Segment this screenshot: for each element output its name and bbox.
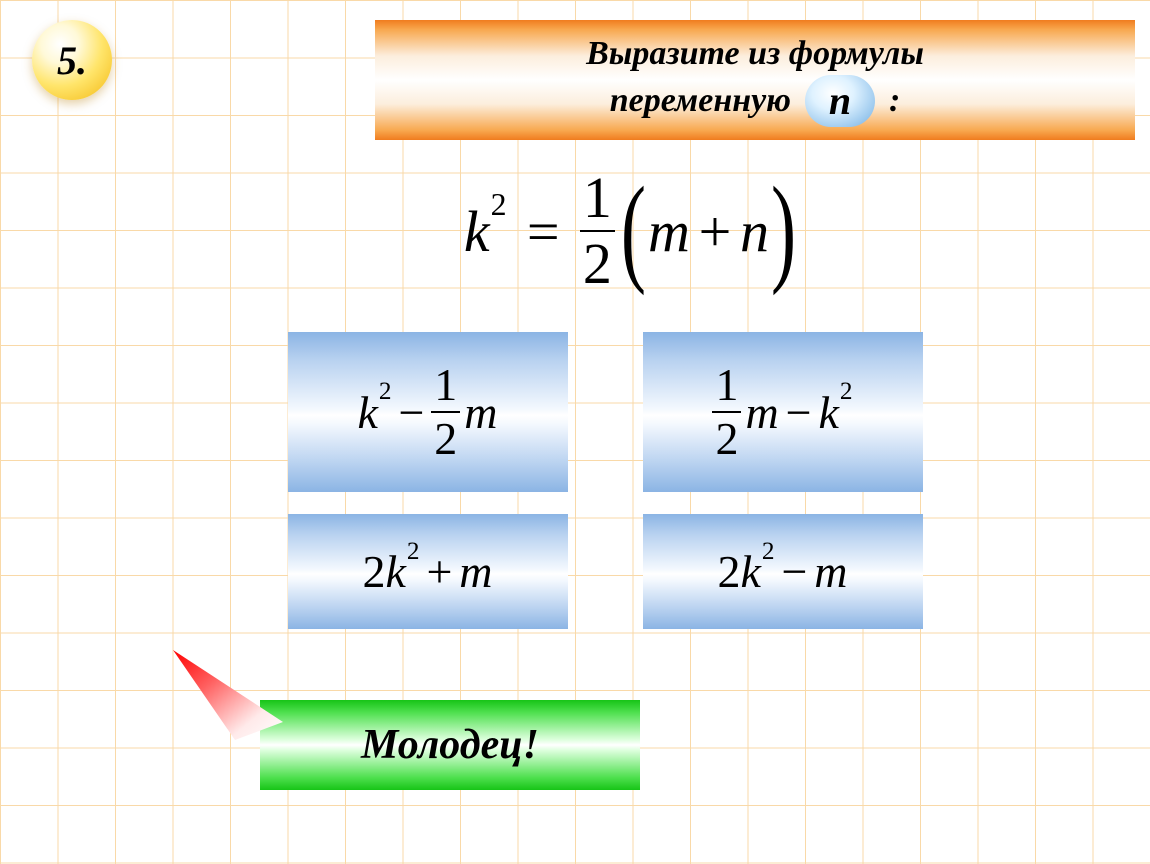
formula-frac-num: 1	[580, 169, 615, 227]
equals-sign: =	[507, 198, 580, 265]
formula-k-exp: 2	[491, 187, 507, 223]
formula-n: n	[740, 198, 769, 265]
left-paren: (	[621, 162, 646, 300]
a2-frac: 1 2	[712, 362, 741, 462]
formula-frac-den: 2	[580, 235, 615, 293]
a3-m: m	[459, 545, 492, 598]
a1-k-exp: 2	[379, 377, 392, 406]
a1-frac-num: 1	[431, 362, 460, 408]
formula-fraction: 1 2	[580, 169, 615, 293]
formula-m: m	[648, 198, 690, 265]
question-number: 5.	[57, 37, 87, 84]
a2-k: k	[818, 386, 838, 439]
answer-option-3[interactable]: 2 k 2 + m	[288, 514, 568, 629]
prompt-line1: Выразите из формулы	[586, 33, 924, 76]
a2-m: m	[745, 386, 778, 439]
a4-k-exp: 2	[762, 537, 775, 566]
a3-k: k	[385, 545, 405, 598]
a4-two: 2	[717, 545, 740, 598]
a2-k-exp: 2	[840, 377, 853, 406]
variable-pill: n	[805, 75, 875, 127]
a2-frac-num: 1	[712, 362, 741, 408]
answer-option-1[interactable]: k 2 − 1 2 m	[288, 332, 568, 492]
a1-m: m	[464, 386, 497, 439]
feedback-box: Молодец!	[260, 700, 640, 790]
a4-minus: −	[775, 545, 815, 598]
answer-option-4[interactable]: 2 k 2 − m	[643, 514, 923, 629]
a4-k: k	[740, 545, 760, 598]
prompt-line2-after: :	[889, 80, 900, 123]
a3-two: 2	[362, 545, 385, 598]
formula-k: k	[464, 198, 490, 265]
a3-k-exp: 2	[407, 537, 420, 566]
a3-plus: +	[420, 545, 460, 598]
variable-name: n	[829, 76, 851, 126]
right-paren: )	[771, 162, 796, 300]
answers-grid: k 2 − 1 2 m 1 2	[275, 332, 935, 629]
prompt-line2: переменную n :	[610, 75, 901, 127]
a1-k: k	[357, 386, 377, 439]
prompt-header: Выразите из формулы переменную n :	[375, 20, 1135, 140]
a2-minus: −	[779, 386, 819, 439]
main-formula: k 2 = 1 2 ( m + n )	[360, 145, 900, 317]
a1-frac-den: 2	[431, 416, 460, 462]
slide-content: 5. Выразите из формулы переменную n : k …	[0, 0, 1150, 864]
answer-option-2[interactable]: 1 2 m − k 2	[643, 332, 923, 492]
feedback-text: Молодец!	[361, 721, 539, 769]
a4-m: m	[814, 545, 847, 598]
plus-sign: +	[690, 198, 740, 265]
prompt-line2-before: переменную	[610, 80, 791, 123]
pointer-arrow-icon	[173, 650, 283, 740]
a1-frac: 1 2	[431, 362, 460, 462]
a1-minus: −	[392, 386, 432, 439]
a2-frac-den: 2	[712, 416, 741, 462]
question-number-badge: 5.	[32, 20, 112, 100]
